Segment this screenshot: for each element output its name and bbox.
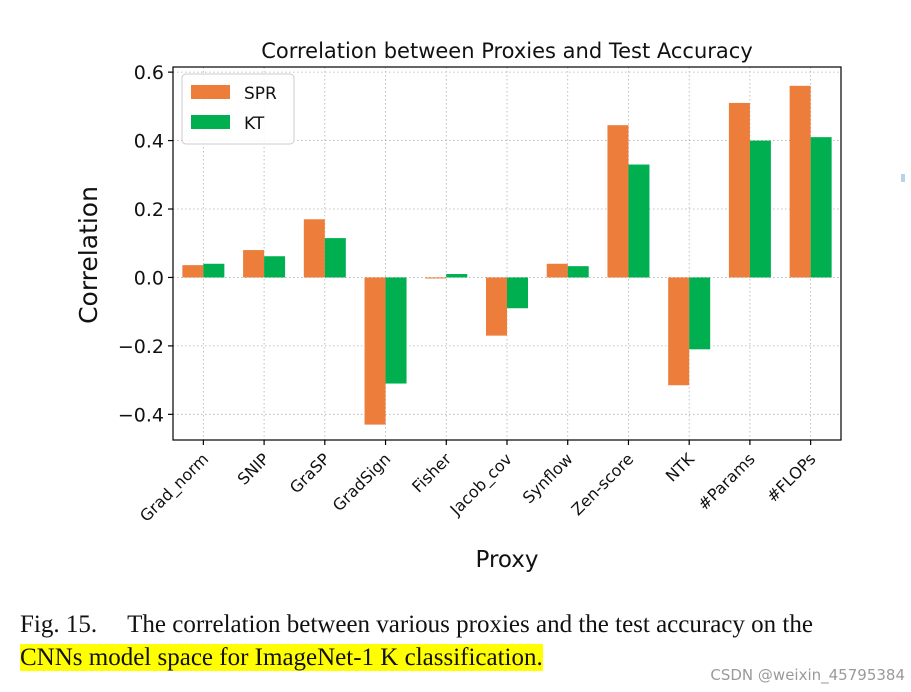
bar-spr-gradsign xyxy=(364,277,386,425)
legend-swatch-kt xyxy=(191,115,230,129)
bar-kt-snip xyxy=(264,256,286,278)
x-tick-label: Zen-score xyxy=(567,449,637,519)
caption-text-line1: The correlation between various proxies … xyxy=(127,611,813,638)
y-axis-label: Correlation xyxy=(74,186,103,324)
bar-kt-grad-norm xyxy=(203,263,225,278)
bar-kt-jacob-cov xyxy=(507,277,528,309)
y-tick-label: −0.4 xyxy=(118,404,164,426)
bar-kt-params xyxy=(749,140,771,278)
x-tick-label: Jacob_cov xyxy=(446,449,517,520)
legend-box xyxy=(181,73,295,145)
y-tick-label: 0.6 xyxy=(134,62,164,84)
legend-label-kt: KT xyxy=(244,114,265,134)
x-tick-label: NTK xyxy=(662,449,699,486)
caption-label: Fig. 15. xyxy=(20,611,98,638)
bar-spr-grad-norm xyxy=(182,265,204,278)
y-tick-label: 0.4 xyxy=(134,131,164,153)
y-tick-label: 0.0 xyxy=(134,267,164,289)
bar-kt-ntk xyxy=(689,277,711,350)
watermark: CSDN @weixin_45795384 xyxy=(710,666,905,684)
caption-text-line2: CNNs model space for ImageNet-1 K classi… xyxy=(20,644,543,671)
legend-label-spr: SPR xyxy=(244,84,277,104)
x-tick-label: #Params xyxy=(694,449,759,514)
bar-spr-params xyxy=(728,102,750,278)
y-tick-label: −0.2 xyxy=(118,336,164,358)
bars xyxy=(182,85,832,425)
chart-title: Correlation between Proxies and Test Acc… xyxy=(261,39,753,63)
x-axis-label: Proxy xyxy=(475,547,538,573)
bar-spr-flops xyxy=(789,85,811,278)
legend-swatch-spr xyxy=(191,85,230,99)
y-axis-ticks: −0.4 −0.2 0.0 0.2 0.4 0.6 xyxy=(118,62,173,426)
bar-spr-zen-score xyxy=(607,125,629,278)
bar-spr-fisher xyxy=(425,277,447,279)
bar-kt-gradsign xyxy=(385,277,407,384)
x-tick-label: Synflow xyxy=(519,449,577,507)
bar-kt-zen-score xyxy=(628,164,650,278)
bar-kt-synflow xyxy=(567,266,589,278)
bar-spr-jacob-cov xyxy=(486,277,507,336)
legend: SPR KT xyxy=(181,73,295,145)
bar-spr-synflow xyxy=(546,263,568,278)
x-tick-label: GradSign xyxy=(329,449,395,515)
figure-caption: Fig. 15. The correlation between various … xyxy=(20,608,900,674)
bar-spr-ntk xyxy=(668,277,690,386)
correlation-chart: −0.4 −0.2 0.0 0.2 0.4 0.6 Grad_norm SNIP GraSPG… xyxy=(74,39,842,573)
edge-artifact xyxy=(901,174,905,182)
x-tick-label: SNIP xyxy=(234,449,273,488)
x-tick-label: Fisher xyxy=(408,449,455,496)
x-tick-label: #FLOPs xyxy=(763,449,820,506)
bar-spr-snip xyxy=(243,250,265,278)
y-tick-label: 0.2 xyxy=(134,199,164,221)
bar-kt-grasp xyxy=(324,238,346,278)
bar-kt-flops xyxy=(810,137,832,278)
bar-kt-fisher xyxy=(446,274,468,278)
x-tick-label: Grad_norm xyxy=(136,449,213,526)
bar-spr-grasp xyxy=(303,219,325,278)
x-tick-label: GraSP xyxy=(286,449,334,497)
